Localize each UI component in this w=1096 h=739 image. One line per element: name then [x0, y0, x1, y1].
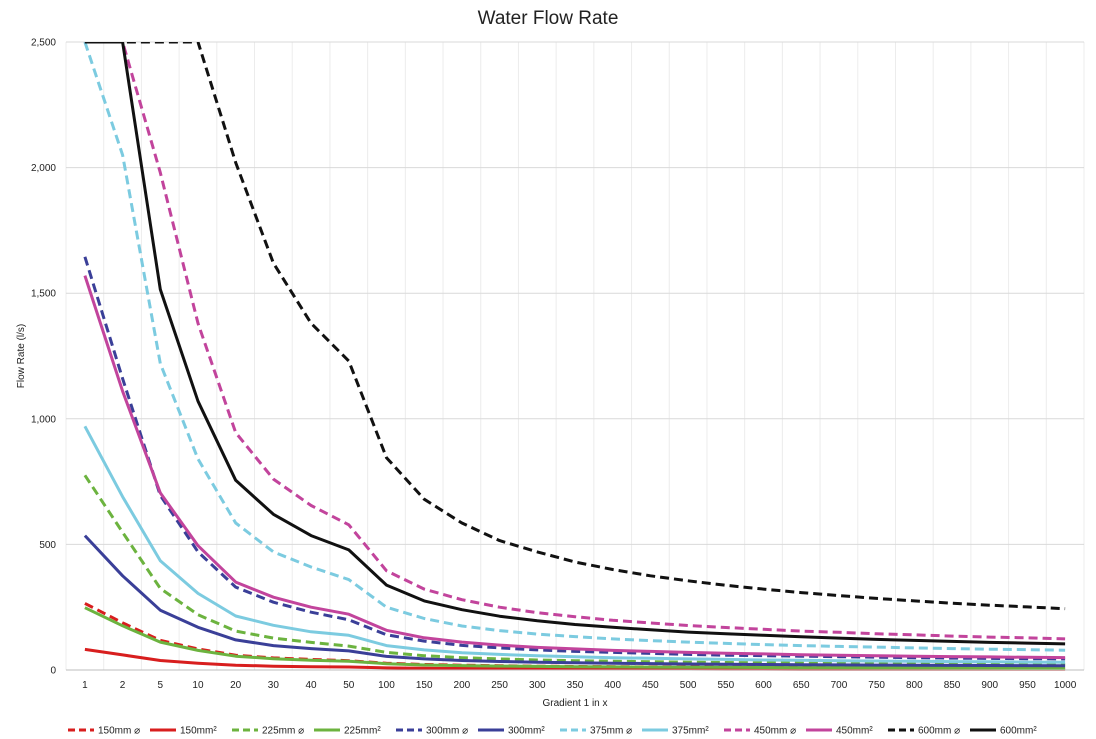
x-tick-label: 200: [454, 680, 471, 691]
x-tick-label: 300: [529, 680, 546, 691]
series-line-12: [84, 42, 1066, 646]
legend-label: 375mm ⌀: [590, 726, 632, 737]
x-tick-label: 850: [944, 680, 961, 691]
x-tick-label: 350: [567, 680, 584, 691]
x-tick-label: 950: [1019, 680, 1036, 691]
y-tick-label: 500: [39, 540, 56, 551]
x-tick-label: 550: [717, 680, 734, 691]
series-line-4: [84, 606, 1066, 670]
y-tick-label: 1,000: [31, 414, 56, 425]
x-tick-label: 5: [157, 680, 163, 691]
x-tick-label: 250: [491, 680, 508, 691]
legend-label: 375mm²: [672, 726, 709, 737]
x-tick-label: 650: [793, 680, 810, 691]
legend-label: 600mm ⌀: [918, 726, 960, 737]
series-line-10: [83, 275, 1066, 660]
x-tick-label: 1: [82, 680, 88, 691]
legend-label: 300mm²: [508, 726, 545, 737]
x-tick-label: 800: [906, 680, 923, 691]
legend-label: 150mm²: [180, 726, 217, 737]
y-tick-label: 2,000: [31, 163, 56, 174]
series-line-9: [84, 42, 1066, 641]
x-tick-label: 10: [192, 680, 204, 691]
series-line-8: [83, 425, 1066, 664]
series-line-6: [83, 534, 1066, 668]
x-tick-label: 600: [755, 680, 772, 691]
x-axis-label: Gradient 1 in x: [542, 698, 607, 709]
legend-label: 450mm²: [836, 726, 873, 737]
x-tick-label: 150: [416, 680, 433, 691]
chart-title: Water Flow Rate: [478, 8, 619, 29]
axis-layer: 0 500 1,000 1,500 2,000 2,500 1 2 5 10 20 30 40 50 100…: [31, 38, 1084, 691]
x-tick-label: 20: [230, 680, 242, 691]
legend-label: 150mm ⌀: [98, 726, 140, 737]
y-tick-label: 1,500: [31, 289, 56, 300]
y-tick-label: 2,500: [31, 38, 56, 49]
x-tick-label: 30: [268, 680, 280, 691]
y-tick-label: 0: [50, 666, 56, 677]
x-tick-label: 700: [831, 680, 848, 691]
x-tick-label: 450: [642, 680, 659, 691]
x-tick-label: 400: [604, 680, 621, 691]
series-layer: [83, 42, 1066, 671]
series-line-11: [84, 42, 1066, 611]
grid-layer: [65, 41, 1085, 671]
x-tick-label: 1000: [1054, 680, 1077, 691]
legend-label: 225mm²: [344, 726, 381, 737]
x-tick-label: 500: [680, 680, 697, 691]
legend-label: 450mm ⌀: [754, 726, 796, 737]
legend-label: 600mm²: [1000, 726, 1037, 737]
x-tick-label: 50: [343, 680, 355, 691]
x-tick-label: 750: [868, 680, 885, 691]
x-tick-label: 100: [378, 680, 395, 691]
x-tick-label: 2: [120, 680, 126, 691]
legend: 150mm ⌀ 150mm² 225mm ⌀ 225mm² 300mm ⌀ 300mm² 3…: [68, 726, 1037, 737]
legend-label: 300mm ⌀: [426, 726, 468, 737]
x-tick-label: 40: [306, 680, 318, 691]
legend-label: 225mm ⌀: [262, 726, 304, 737]
series-line-5: [83, 256, 1066, 661]
y-axis-label: Flow Rate (l/s): [16, 324, 27, 388]
series-line-7: [83, 42, 1066, 652]
x-tick-label: 900: [981, 680, 998, 691]
